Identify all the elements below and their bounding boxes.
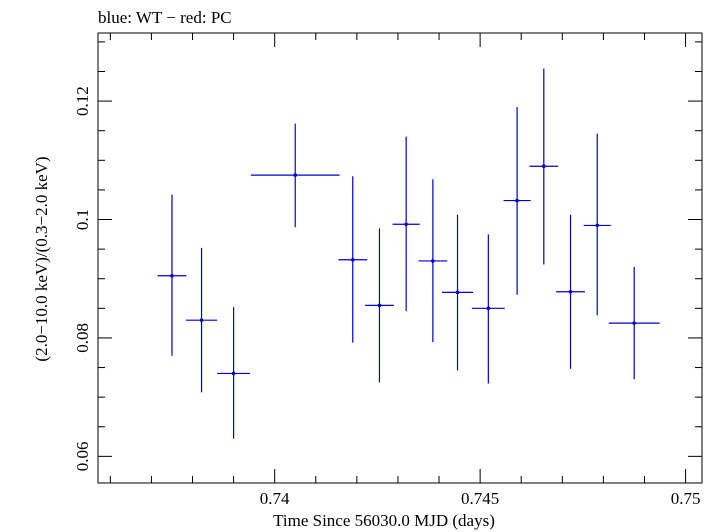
point-marker bbox=[515, 198, 519, 203]
point-marker bbox=[595, 223, 600, 228]
y-tick-label: 0.06 bbox=[73, 441, 92, 471]
y-tick-label: 0.08 bbox=[73, 323, 92, 353]
plot-frame bbox=[97, 32, 703, 484]
point-marker bbox=[293, 173, 298, 177]
point-marker bbox=[542, 164, 546, 169]
point-marker bbox=[350, 257, 355, 262]
point-marker bbox=[431, 259, 435, 263]
data-point bbox=[608, 266, 660, 380]
data-point bbox=[418, 179, 448, 343]
data-point bbox=[185, 247, 218, 393]
x-tick-labels: 0.74 0.745 0.75 bbox=[260, 489, 701, 508]
data-point bbox=[338, 176, 368, 343]
x-tick-label: 0.745 bbox=[461, 489, 499, 508]
data-point bbox=[556, 214, 585, 369]
data-point bbox=[503, 107, 531, 295]
data-marks bbox=[157, 68, 660, 439]
y-tick-label: 0.12 bbox=[73, 86, 92, 116]
data-point bbox=[529, 68, 559, 265]
data-point bbox=[217, 307, 251, 439]
data-point bbox=[441, 214, 474, 371]
point-marker bbox=[486, 306, 491, 311]
point-marker bbox=[568, 289, 573, 294]
point-marker bbox=[377, 303, 382, 308]
data-point bbox=[365, 228, 394, 383]
point-marker bbox=[632, 321, 637, 325]
data-point bbox=[157, 194, 187, 356]
point-marker bbox=[404, 222, 408, 227]
y-tick-label: 0.1 bbox=[73, 209, 92, 230]
y-tick-labels: 0.06 0.08 0.1 0.12 bbox=[73, 86, 92, 471]
point-marker bbox=[199, 318, 204, 322]
x-tick-label: 0.74 bbox=[260, 489, 290, 508]
point-marker bbox=[455, 290, 460, 295]
y-axis-label: (2.0−10.0 keV)/(0.3−2.0 keV) bbox=[32, 156, 51, 361]
x-tick-label: 0.75 bbox=[671, 489, 701, 508]
data-point bbox=[583, 133, 611, 316]
data-point bbox=[392, 136, 420, 312]
point-marker bbox=[170, 273, 174, 278]
data-point bbox=[250, 123, 340, 228]
x-axis-label: Time Since 56030.0 MJD (days) bbox=[273, 511, 495, 530]
point-marker bbox=[231, 371, 236, 376]
axis-ticks bbox=[98, 33, 702, 483]
chart-title: blue: WT − red: PC bbox=[98, 8, 232, 27]
data-point bbox=[471, 234, 505, 384]
